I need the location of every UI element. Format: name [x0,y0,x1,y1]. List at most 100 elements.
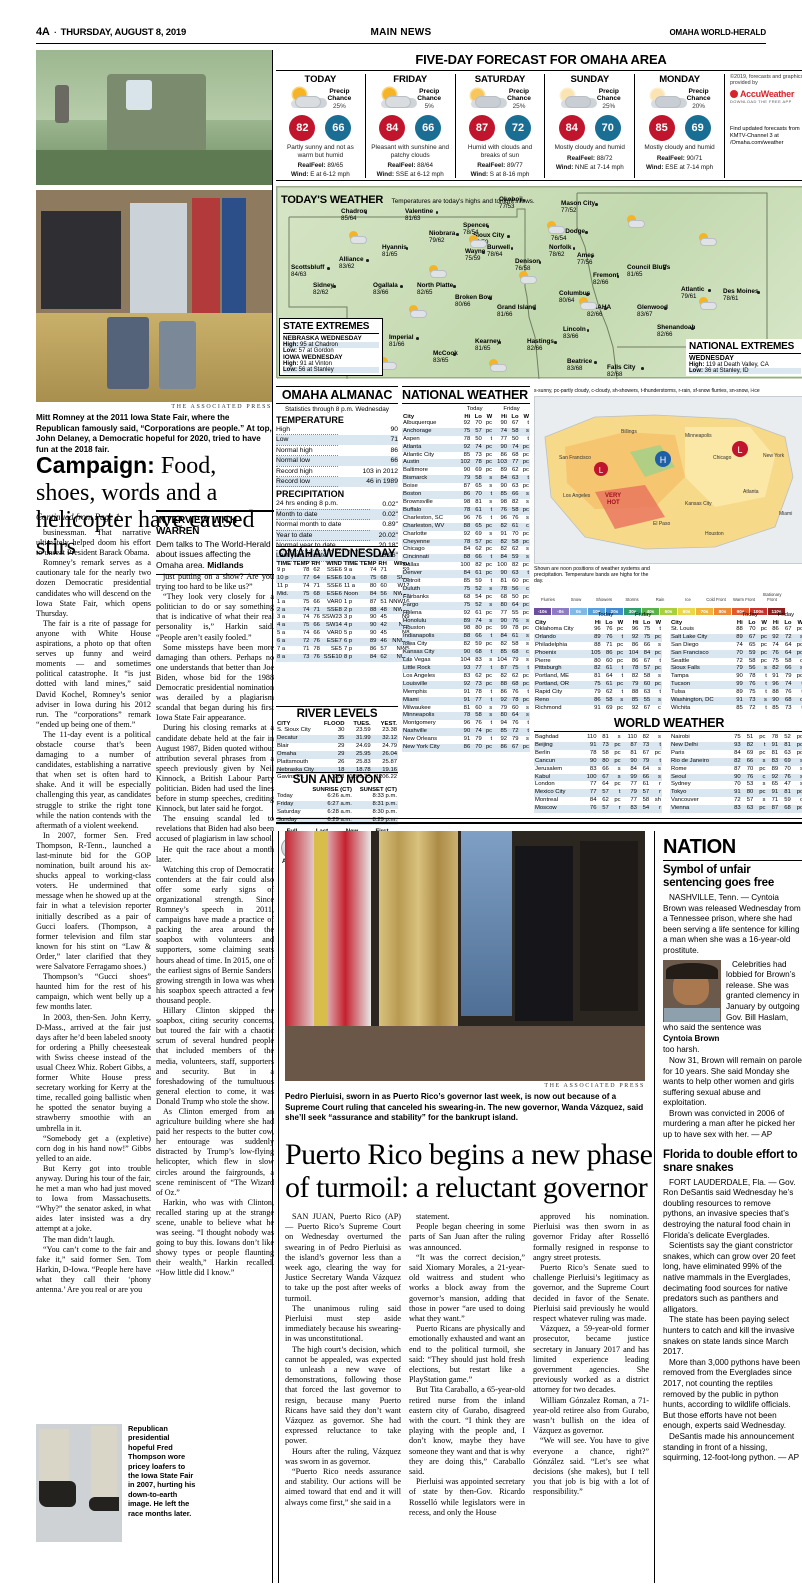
paragraph: SAN JUAN, Puerto Rico (AP) — Puerto Rico… [285,1212,401,1303]
table-row: Vancouver 72 57 s 71 59 c [670,797,802,805]
table-header-row: City Hi Lo W Hi Lo W [670,620,802,626]
table-cell: pc [522,601,529,608]
column-header: RH [311,561,320,567]
caption-cyntoia-brown: Cyntoia Brown [663,1033,720,1043]
national-weather-table-2: Today Friday City Hi Lo W Hi Lo W Oklahoma Cit… [534,612,662,713]
table-cell: SSE8 [326,606,342,613]
table-row: Kansas City 90 68 t 85 68 c [402,649,530,658]
map-city-name: Wayne [465,248,486,255]
table-cell: pc [522,538,529,545]
table-cell: 18 [337,766,345,773]
column-header: SUNSET (CT) [359,787,397,793]
table-cell: s [526,546,529,553]
forecast-day[interactable]: FRIDAY Precip Chance 5% 84 66 Pleasant wi… [366,74,456,179]
table-cell: 86 [631,657,639,664]
table-cell: 91 [500,530,508,537]
map-city-temps: 78/64 [487,250,503,258]
table-cell: VAR0 [327,630,342,637]
table-cell: c [526,649,529,656]
table-cell: 85 [772,704,779,711]
table-cell: t [621,689,624,696]
table-cell: Charleston, SC [403,514,443,521]
table-cell: s [658,773,661,780]
table-cell: Albuquerque [403,419,437,426]
table-cell: 73 [748,697,756,704]
table-cell: t [490,506,493,513]
table-cell: S9 [402,567,410,573]
forecast-day[interactable]: MONDAY Precip Chance 20% 85 69 Mostly clo… [635,74,724,178]
legend-band-chip: 110s [768,608,785,615]
map-city-name: Council Bluffs [627,264,671,271]
map-city-temps: 82/66 [587,310,603,318]
table-cell: pc [522,578,529,585]
table-cell: 89 [736,689,743,696]
table-cell: London [535,781,555,788]
table-cell: 6 a [277,638,286,645]
table-row: Pierre 80 60 pc 86 67 t [534,658,662,666]
table-cell: Mexico City [535,789,566,796]
table-row: Blair 29 24.69 24.79 [276,743,398,751]
sun-cloud-icon [379,88,413,112]
table-cell: 86 [606,649,613,656]
table-cell: 89 [736,633,743,640]
table-cell: 8 p [343,653,353,660]
table-row: 6 a 72 76 ESE7 6 p 89 46 NNW5 [276,638,411,647]
table-cell: pc [796,734,802,740]
paragraph: “You can’t come to the fair and fake it,… [36,1244,151,1295]
table-cell: 87 [463,483,471,490]
table-cell: 25.87 [382,758,397,765]
table-cell: 63 [512,570,519,577]
table-cell: 85 [631,697,639,704]
table-cell: 83 [734,805,741,812]
table-cell: 82 [734,757,741,764]
table-cell: 1206.22 [375,774,397,781]
forecast-day[interactable]: SUNDAY Precip Chance 25% 84 70 Mostly clo… [545,74,636,179]
table-cell: 78 [771,734,779,740]
table-row: Charlotte 92 69 s 91 70 pc [402,531,530,539]
promo-tag[interactable]: Midlands [207,559,244,570]
table-cell: 77 [512,459,519,466]
precip-label: Precip Chance [507,88,531,103]
table-cell: Dallas [403,562,420,569]
forecast-day[interactable]: SATURDAY Precip Chance 25% 87 72 Humid wi… [456,74,546,179]
table-cell: 57 [643,665,651,672]
table-cell: 59 [475,578,482,585]
table-cell: Atlanta [403,443,422,450]
table-cell: 66 [475,554,482,561]
omaha-wed-table: TIME TEMP RH WIND TIME TEMP RH WIND 9 p 78 62 SSE6 9… [276,561,411,662]
table-cell: 65 [475,522,482,529]
table-cell: 81 [602,734,609,740]
interview-promo[interactable]: INTERVIEW WITH WARREN Dem talks to The W… [156,510,274,576]
table-cell: 76 [475,720,482,727]
table-cell: 60 [380,582,387,589]
table-cell: 62 [512,546,519,553]
table-cell: Plattsmouth [277,758,309,765]
table-cell: Aspen [403,435,420,442]
table-cell: Mid. [277,590,289,597]
column-header: CITY [277,721,291,727]
table-row: Beijing 91 73 pc 87 73 t [534,741,662,750]
map-city: Fort Dodge 76/54 [551,228,585,242]
table-cell: Duluth [403,585,421,592]
table-cell: s [617,734,621,740]
table-cell: VAR0 [327,598,342,605]
legend-front-item: Ice [685,597,691,602]
table-cell: N10 [398,622,410,629]
table-cell: 96 [631,625,639,632]
table-cell: pc [485,680,493,687]
table-row: Brownsville 98 81 s 98 82 s [402,499,530,507]
legend-front-item: Snow [570,597,582,602]
table-cell: 79 [784,673,792,680]
table-cell: 79 [630,789,637,796]
map-weather-icon [407,305,429,321]
table-cell: Fargo [403,601,419,608]
forecast-day[interactable]: TODAY Precip Chance 25% 82 66 Partly sunn… [276,74,366,179]
table-cell: New York City [403,744,440,751]
table-row: Nashville 90 74 pc 85 72 t [402,728,530,737]
table-row: Austin 102 78 pc 103 77 pc [402,459,530,468]
table-cell: N8 [402,630,410,637]
table-cell: 93 [463,665,471,671]
table-cell: 50 [475,435,482,442]
table-cell: 24.79 [382,742,397,749]
accuweather-logo: AccuWeather [729,89,802,99]
